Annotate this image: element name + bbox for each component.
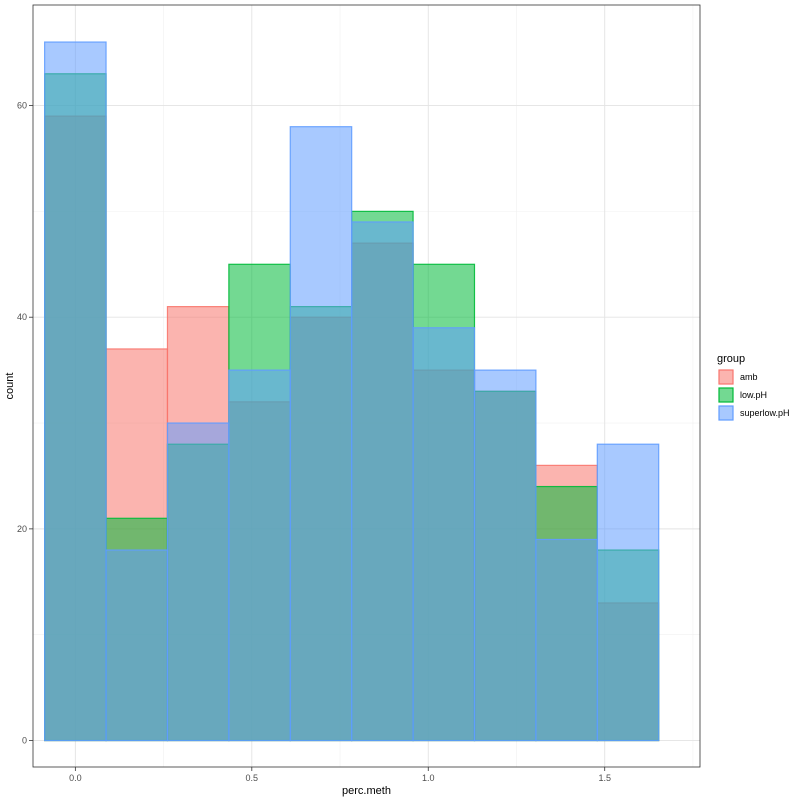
histogram-bars [44,41,660,742]
legend-key-superlow-pH [718,405,734,421]
bar [412,327,476,742]
bar [535,538,598,742]
bar [473,369,537,742]
bar [105,549,169,742]
y-tick-label: 0 [22,736,27,746]
bar [166,422,230,742]
y-tick-label: 20 [17,524,27,534]
legend-label: superlow.pH [740,408,790,418]
x-tick-label: 1.5 [598,773,611,783]
axes: 0.0 0.5 1.0 1.5 0 20 40 60 [17,101,611,783]
y-tick-label: 40 [17,312,27,322]
x-tick-label: 1.0 [422,773,435,783]
x-tick-label: 0.0 [69,773,82,783]
x-tick-label: 0.5 [246,773,259,783]
legend-key-amb [718,369,734,385]
bar [228,369,291,742]
bar [351,221,414,742]
y-axis-title: count [4,373,16,400]
legend-label: amb [740,372,758,382]
plot-panel-border [32,4,701,768]
bar [596,443,660,742]
legend: group amb low.pH superlow.pH [717,353,790,421]
x-axis-title: perc.meth [342,785,391,797]
series-superlow-pH [44,41,660,742]
bar [44,41,107,742]
legend-key-low-pH [718,387,734,403]
legend-title: group [717,353,745,365]
y-tick-label: 60 [17,101,27,111]
bar [289,126,353,742]
legend-label: low.pH [740,390,767,400]
